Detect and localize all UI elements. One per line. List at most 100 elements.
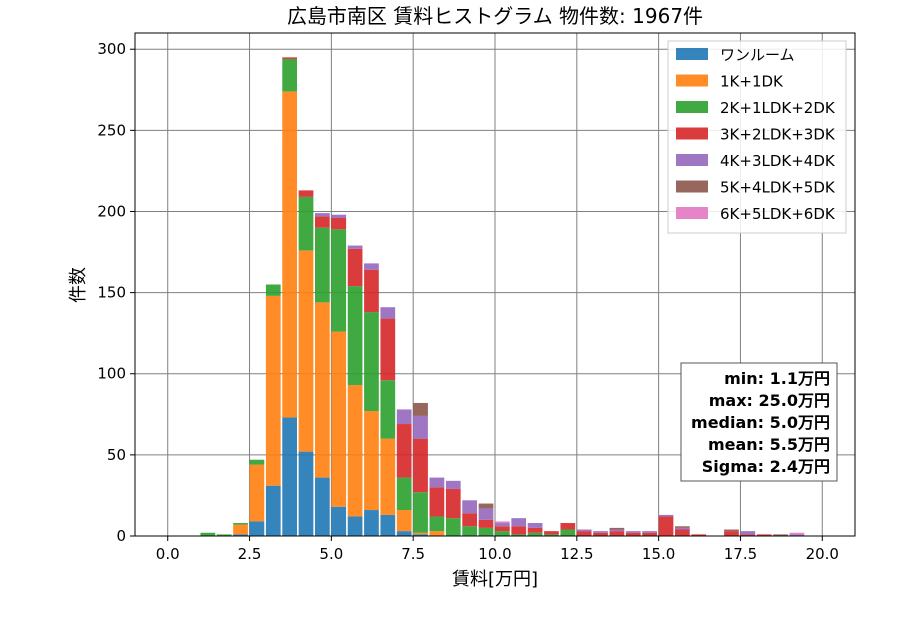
bar-segment bbox=[380, 318, 396, 381]
bar-segment bbox=[609, 527, 625, 530]
bar-segment bbox=[429, 516, 445, 532]
legend-entry: 6K+5LDK+6DK bbox=[720, 205, 836, 223]
stats-line: mean: 5.5万円 bbox=[708, 435, 830, 454]
bar-segment bbox=[413, 438, 428, 493]
bar-segment bbox=[396, 409, 412, 425]
bar-segment bbox=[298, 196, 314, 251]
x-axis-label: 賃料[万円] bbox=[452, 569, 538, 590]
stats-box-frame bbox=[680, 362, 838, 482]
y-tick-label: 200 bbox=[97, 202, 126, 220]
bar-segment bbox=[298, 451, 314, 536]
bar-segment bbox=[478, 503, 494, 509]
bar-segment bbox=[495, 521, 510, 524]
series-2 bbox=[233, 91, 445, 536]
bar-segment bbox=[249, 521, 265, 536]
bar-segment bbox=[396, 510, 412, 532]
bar-segment bbox=[364, 510, 379, 536]
legend-swatch bbox=[676, 127, 708, 140]
bar-segment bbox=[675, 529, 690, 536]
bar-segment bbox=[527, 532, 543, 536]
x-tick-label: 15.0 bbox=[642, 545, 675, 563]
y-tick-label: 0 bbox=[116, 527, 126, 545]
bar-segment bbox=[265, 485, 281, 536]
y-tick-label: 150 bbox=[97, 284, 126, 302]
series-3 bbox=[200, 58, 576, 536]
stats-line: median: 5.0万円 bbox=[691, 413, 830, 432]
bar-segment bbox=[511, 534, 527, 536]
bar-segment bbox=[347, 286, 363, 386]
bar-segment bbox=[364, 269, 379, 313]
bar-segment bbox=[478, 508, 494, 520]
legend-swatch bbox=[676, 74, 708, 87]
bar-segment bbox=[593, 532, 608, 536]
legend-swatch bbox=[676, 48, 708, 60]
bar-segment bbox=[364, 263, 379, 270]
legend-swatch bbox=[676, 154, 708, 166]
bar-segment bbox=[625, 531, 641, 533]
bar-segment bbox=[282, 91, 297, 418]
bar-segment bbox=[495, 531, 510, 536]
x-tick-label: 2.5 bbox=[238, 545, 262, 563]
bar-segment bbox=[429, 477, 445, 488]
bar-segment bbox=[331, 217, 347, 230]
bar-segment bbox=[315, 302, 330, 478]
bar-segment bbox=[544, 534, 559, 536]
bar-segment bbox=[249, 459, 265, 465]
bar-segment bbox=[249, 464, 265, 522]
bar-segment bbox=[462, 500, 477, 514]
bar-segment bbox=[511, 526, 527, 535]
bar-segment bbox=[347, 248, 363, 287]
bar-segment bbox=[560, 529, 576, 536]
bar-segment bbox=[511, 518, 527, 527]
bar-segment bbox=[282, 58, 297, 92]
bar-segment bbox=[265, 284, 281, 296]
x-tick-label: 17.5 bbox=[724, 545, 757, 563]
bar-segment bbox=[380, 307, 396, 319]
legend-swatch bbox=[676, 207, 708, 219]
bar-segment bbox=[364, 411, 379, 511]
bar-stacks bbox=[200, 57, 805, 536]
bar-segment bbox=[740, 534, 756, 536]
y-tick-label: 50 bbox=[107, 446, 126, 464]
bar-segment bbox=[315, 213, 330, 217]
chart-title: 広島市南区 賃料ヒストグラム 物件数: 1967件 bbox=[287, 4, 703, 28]
bar-segment bbox=[233, 524, 248, 535]
bar-segment bbox=[413, 402, 428, 416]
bar-segment bbox=[331, 506, 347, 536]
bar-segment bbox=[380, 380, 396, 439]
bar-segment bbox=[445, 480, 461, 489]
bar-segment bbox=[527, 523, 543, 528]
bar-segment bbox=[495, 526, 510, 532]
bar-segment bbox=[724, 531, 739, 536]
bar-segment bbox=[576, 531, 592, 536]
bar-segment bbox=[331, 214, 347, 218]
x-tick-label: 20.0 bbox=[806, 545, 839, 563]
legend: ワンルーム 1K+1DK 2K+1LDK+2DK 3K+2LDK+3DK 4K+3LDK… bbox=[667, 40, 847, 234]
x-axis-ticks: 0.0 2.5 5.0 7.5 10.0 12.5 15.0 17.5 20.0 bbox=[156, 536, 839, 563]
legend-entry: 3K+2LDK+3DK bbox=[720, 126, 836, 144]
bar-segment bbox=[282, 57, 297, 59]
bar-segment bbox=[658, 514, 674, 517]
series-1 bbox=[233, 417, 428, 536]
bar-segment bbox=[233, 534, 248, 536]
y-axis-ticks: 0 50 100 150 200 250 300 bbox=[97, 40, 135, 545]
bar-segment bbox=[593, 531, 608, 533]
bar-segment bbox=[331, 229, 347, 332]
bar-segment bbox=[658, 516, 674, 536]
bar-segment bbox=[413, 532, 428, 535]
bar-segment bbox=[331, 331, 347, 507]
series-7 bbox=[495, 521, 805, 535]
bar-segment bbox=[380, 514, 396, 536]
series-4 bbox=[282, 57, 772, 536]
bar-segment bbox=[544, 531, 559, 535]
bar-segment bbox=[315, 477, 330, 536]
legend-entry: 4K+3LDK+4DK bbox=[720, 152, 836, 170]
bar-segment bbox=[396, 424, 412, 478]
legend-entry: 5K+4LDK+5DK bbox=[720, 179, 836, 197]
bar-segment bbox=[691, 534, 707, 536]
legend-entry: 2K+1LDK+2DK bbox=[720, 99, 836, 117]
y-tick-label: 100 bbox=[97, 365, 126, 383]
bar-segment bbox=[347, 516, 363, 536]
bar-segment bbox=[413, 534, 428, 536]
bar-segment bbox=[625, 532, 641, 536]
